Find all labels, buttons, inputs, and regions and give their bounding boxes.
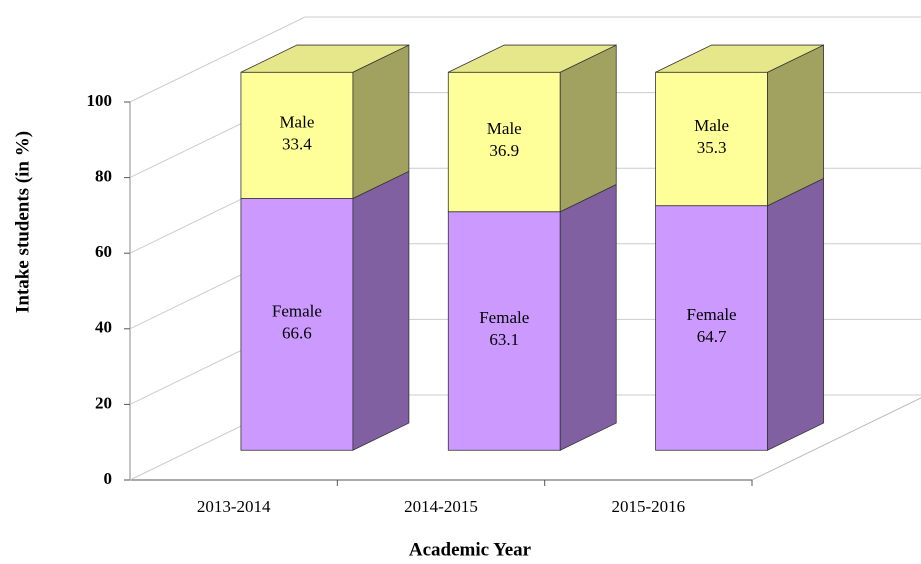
- bar-side: [767, 44, 824, 207]
- data-label-name: Male: [487, 119, 522, 138]
- bar-side: [559, 44, 617, 213]
- bar: [655, 205, 768, 451]
- bar-side: [352, 170, 410, 451]
- bar: [447, 211, 561, 451]
- data-label: 35.3: [697, 138, 727, 157]
- y-tick-label: 20: [95, 393, 112, 412]
- x-tick-label: 2015-2016: [611, 497, 685, 516]
- data-label-name: Female: [687, 305, 737, 324]
- y-tick-label: 40: [95, 318, 112, 337]
- y-axis-title: Intake students (in %): [12, 131, 33, 313]
- bar-side: [559, 183, 617, 451]
- x-tick-label: 2013-2014: [197, 497, 271, 516]
- data-label-name: Female: [479, 308, 529, 327]
- bar-top: [655, 44, 824, 73]
- data-label: 36.9: [489, 141, 519, 160]
- data-label: 64.7: [697, 327, 727, 346]
- y-tick-label: 60: [95, 242, 112, 261]
- data-label-name: Male: [279, 112, 314, 131]
- bar-top: [448, 44, 617, 73]
- bar: [447, 71, 561, 213]
- x-axis-title: Academic Year: [409, 539, 532, 560]
- data-label-name: Female: [272, 301, 322, 320]
- data-label: 63.1: [489, 330, 519, 349]
- x-tick-label: 2014-2015: [404, 497, 478, 516]
- y-tick-label: 100: [87, 91, 113, 110]
- bar-top: [240, 44, 410, 73]
- data-label: 66.6: [282, 323, 312, 342]
- bar: [655, 71, 768, 207]
- data-label: 33.4: [282, 134, 312, 153]
- data-label-name: Male: [694, 116, 729, 135]
- bar-side: [767, 177, 824, 451]
- y-tick-label: 0: [104, 469, 113, 488]
- grid-line: [129, 16, 921, 103]
- y-tick-label: 80: [95, 167, 112, 186]
